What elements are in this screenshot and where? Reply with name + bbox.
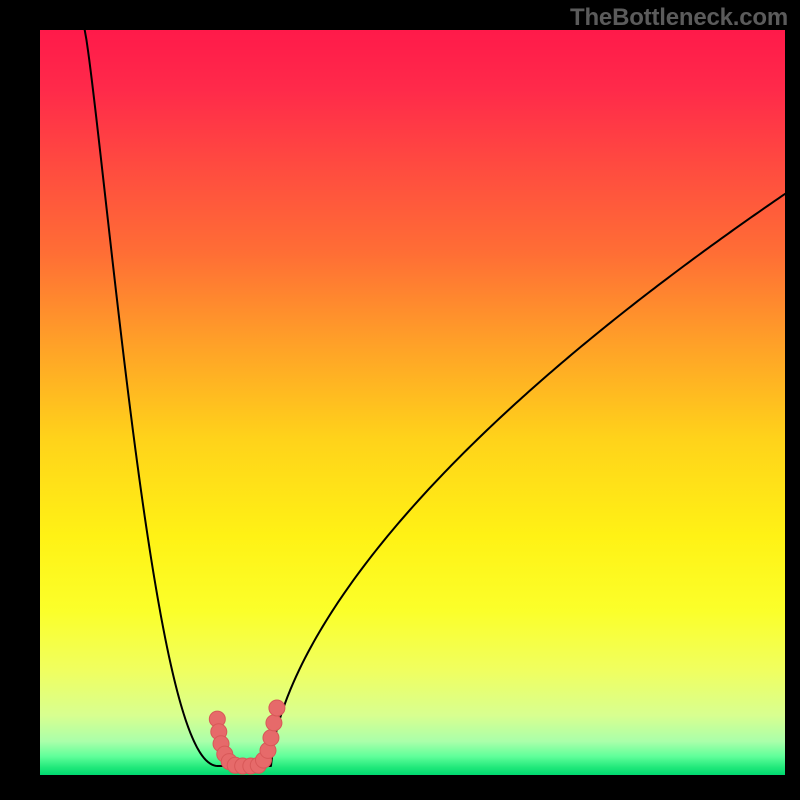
plot-area: [40, 30, 785, 775]
marker-dot: [269, 700, 285, 716]
chart-frame: TheBottleneck.com: [0, 0, 800, 800]
watermark-text: TheBottleneck.com: [570, 4, 788, 32]
plot-svg: [40, 30, 785, 775]
marker-dot: [263, 730, 279, 746]
gradient-background: [40, 30, 785, 775]
marker-dot: [266, 715, 282, 731]
